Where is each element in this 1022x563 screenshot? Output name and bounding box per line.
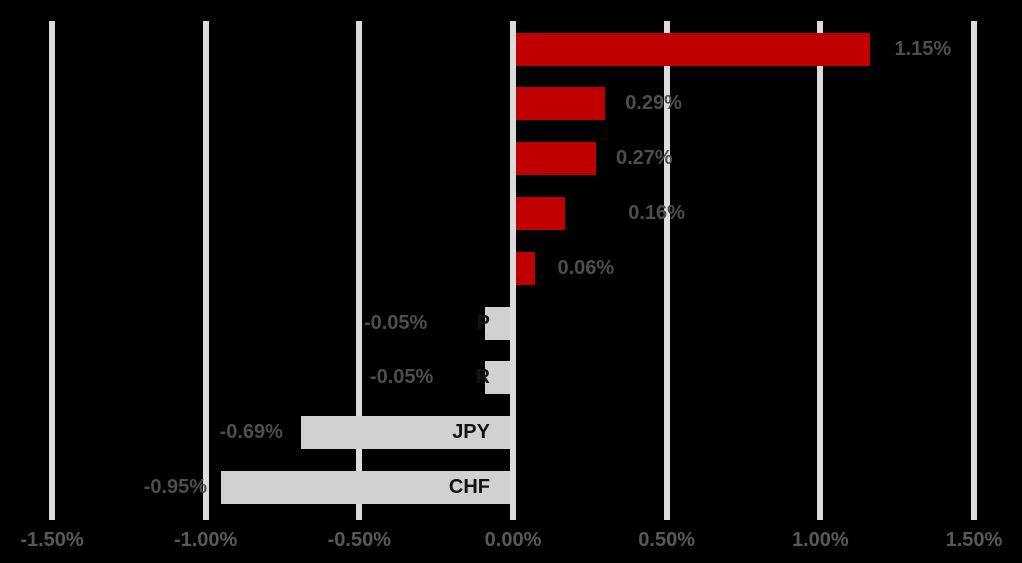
category-label: CHF <box>448 475 490 498</box>
gridline <box>510 21 516 520</box>
value-label: 0.29% <box>625 92 682 115</box>
bar-negative <box>300 416 510 450</box>
category-label: R <box>475 366 490 389</box>
value-label: 0.06% <box>557 256 615 279</box>
gridline <box>49 21 55 520</box>
x-axis-tick-label: -1.00% <box>173 529 238 551</box>
x-axis-tick-label: 1.50% <box>945 529 1003 551</box>
bar-negative <box>485 306 510 340</box>
bar-positive <box>516 251 535 285</box>
value-label: -0.95% <box>143 475 208 498</box>
category-label: P <box>476 311 490 334</box>
category-label: JPY <box>452 421 490 444</box>
gridline <box>817 21 824 520</box>
x-axis-tick-label: -1.50% <box>20 529 84 551</box>
value-label: -0.69% <box>219 421 283 444</box>
value-label: 0.27% <box>615 147 673 170</box>
x-axis-tick-label: 0.50% <box>638 529 696 551</box>
x-axis-tick-label: 1.00% <box>791 529 849 551</box>
value-label: 0.16% <box>628 201 685 224</box>
gridline <box>970 21 977 520</box>
value-label: 1.15% <box>894 37 952 60</box>
x-axis-tick-label: 0.00% <box>484 529 542 551</box>
bar-positive <box>516 32 870 66</box>
value-label: -0.05% <box>369 366 434 389</box>
x-axis-tick-label: -0.50% <box>327 529 392 551</box>
value-label: -0.05% <box>363 311 428 334</box>
bar-positive <box>516 142 596 176</box>
gridline <box>663 21 670 520</box>
gridline <box>356 21 363 520</box>
gridline <box>202 21 209 520</box>
bar-positive <box>516 87 606 121</box>
bar-negative <box>485 361 510 395</box>
bar-positive <box>516 196 566 230</box>
bar-negative <box>221 470 510 504</box>
